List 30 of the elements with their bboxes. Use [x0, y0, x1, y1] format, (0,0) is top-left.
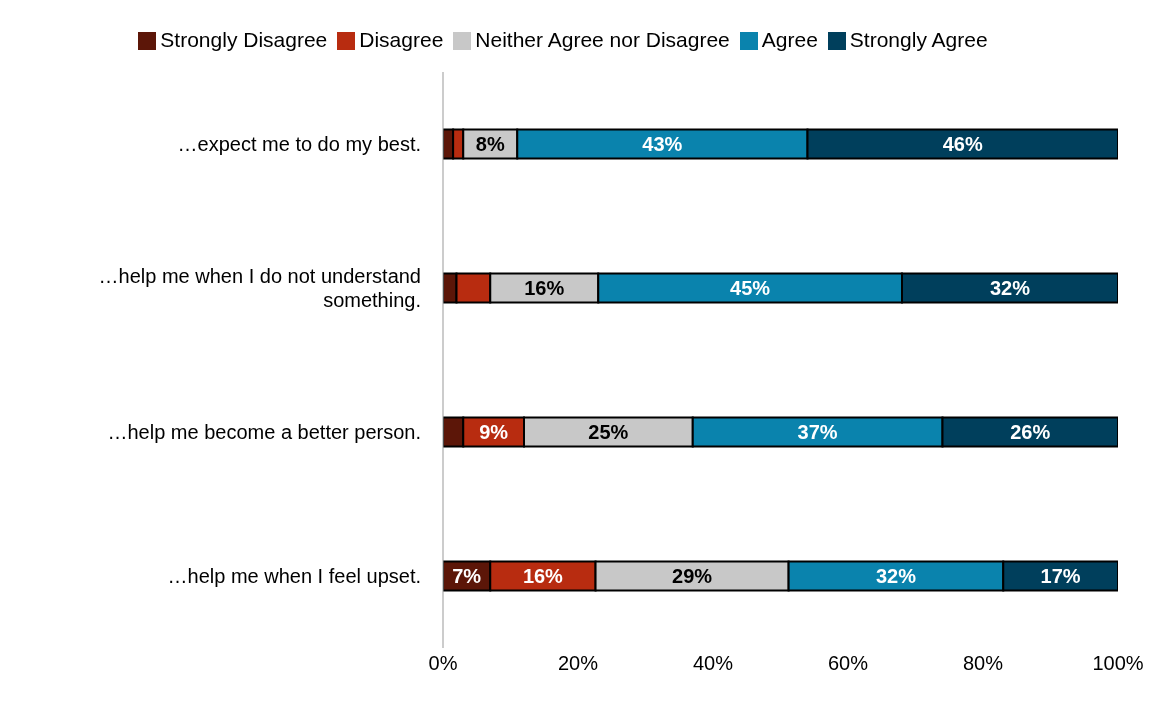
y-tick-label: …help me when I feel upset.: [167, 565, 421, 587]
x-tick-label: 80%: [962, 652, 1004, 675]
data-label: 43%: [642, 133, 683, 156]
x-tick-label: 0%: [428, 652, 458, 675]
legend-label: Agree: [761, 28, 818, 51]
legend-label: Strongly Disagree: [160, 28, 328, 51]
data-label: 26%: [1010, 421, 1051, 444]
data-label: 29%: [672, 565, 713, 588]
data-label: 32%: [875, 565, 917, 588]
data-label: 17%: [1040, 565, 1081, 588]
data-label: 7%: [452, 565, 482, 588]
legend-label: Neither Agree nor Disagree: [475, 28, 730, 51]
x-tick-label: 60%: [827, 652, 869, 675]
data-label: 37%: [797, 421, 838, 444]
data-label: 16%: [524, 277, 565, 300]
legend-label: Strongly Agree: [849, 28, 988, 51]
x-tick-label: 40%: [692, 652, 734, 675]
x-tick-label: 100%: [1092, 652, 1144, 675]
x-tick-label: 20%: [557, 652, 599, 675]
y-tick-label: …help me become a better person.: [107, 421, 421, 443]
data-label: 46%: [942, 133, 983, 156]
data-label: 25%: [588, 421, 629, 444]
data-label: 8%: [475, 133, 505, 156]
legend-label: Disagree: [359, 28, 444, 51]
data-label: 16%: [522, 565, 564, 588]
data-label: 32%: [989, 277, 1031, 300]
y-tick-label: …help me when I do not understand something.: [98, 265, 421, 311]
y-tick-label: …expect me to do my best.: [177, 133, 421, 155]
data-label: 45%: [730, 277, 771, 300]
data-label: 9%: [479, 421, 509, 444]
